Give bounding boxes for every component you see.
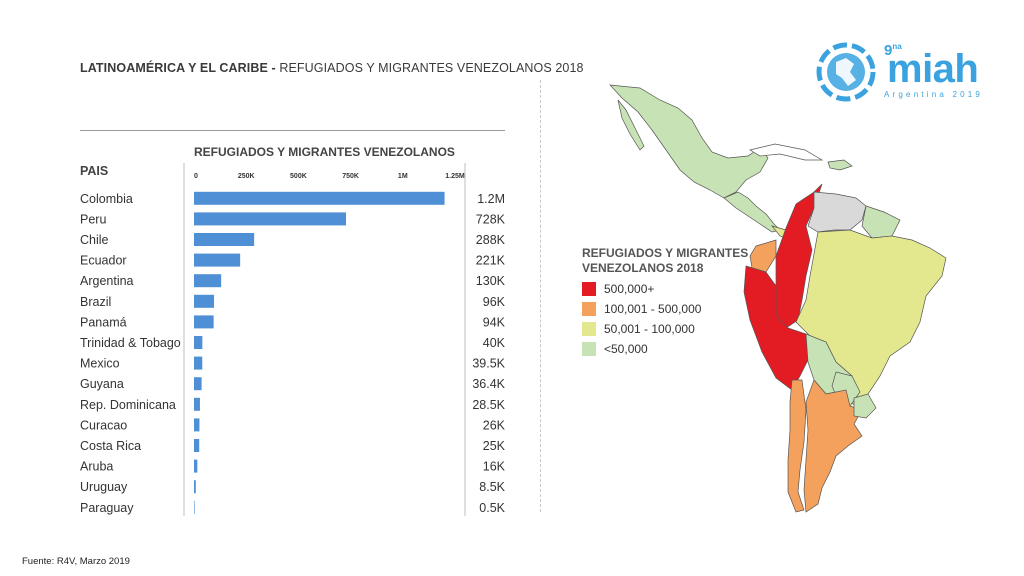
value-label: 40K <box>483 336 506 350</box>
map-hispaniola <box>827 159 853 171</box>
bar <box>194 439 200 452</box>
bar <box>194 397 200 411</box>
map-guyanas <box>861 205 901 239</box>
value-label: 16K <box>483 460 506 474</box>
category-label: Uruguay <box>80 480 128 494</box>
source-note: Fuente: R4V, Marzo 2019 <box>22 556 130 567</box>
category-label: Costa Rica <box>80 439 141 453</box>
legend-title-line2: VENEZOLANOS 2018 <box>582 261 704 275</box>
bar <box>194 336 203 349</box>
logo-edition-suffix: na <box>892 42 902 51</box>
bar <box>194 480 196 494</box>
map-peru <box>743 265 811 391</box>
map-uruguay <box>853 393 877 419</box>
map-brazil <box>795 229 947 407</box>
legend-swatch <box>582 282 596 296</box>
map-venezuela <box>807 191 867 233</box>
legend-item: 500,000+ <box>582 282 752 296</box>
value-label: 0.5K <box>479 501 505 515</box>
x-tick-label: 0 <box>194 173 198 180</box>
bar <box>194 294 215 308</box>
bar <box>194 191 445 205</box>
category-label: Peru <box>80 212 106 226</box>
category-label: Panamá <box>80 315 127 329</box>
legend-swatch <box>582 322 596 336</box>
bar-chart: REFUGIADOS Y MIGRANTES VENEZOLANOS PAIS 0 2… <box>80 145 506 516</box>
value-label: 39.5K <box>472 357 505 371</box>
x-tick-label: 1M <box>398 173 408 180</box>
chart-title: REFUGIADOS Y MIGRANTES VENEZOLANOS <box>194 145 455 159</box>
category-label: Trinidad & Tobago <box>80 336 181 350</box>
map-chile <box>787 379 807 513</box>
map-baja <box>617 99 645 151</box>
value-label: 26K <box>483 418 506 432</box>
page-title-rest: REFUGIADOS Y MIGRANTES VENEZOLANOS 2018 <box>275 61 584 75</box>
map-ecuador <box>749 239 777 273</box>
legend-swatch <box>582 302 596 316</box>
map-central-america <box>723 191 781 233</box>
category-label: Argentina <box>80 274 134 288</box>
x-tick-label: 750K <box>342 173 359 180</box>
globe-logo-icon <box>816 42 876 102</box>
category-label: Rep. Dominicana <box>80 398 176 412</box>
x-tick-label: 250K <box>238 173 255 180</box>
category-label: Mexico <box>80 357 120 371</box>
bar <box>194 500 195 514</box>
value-label: 130K <box>476 274 506 288</box>
vertical-divider <box>540 80 541 512</box>
value-label: 96K <box>483 295 506 309</box>
category-label: Aruba <box>80 460 113 474</box>
value-label: 8.5K <box>479 480 505 494</box>
bar <box>194 274 222 288</box>
x-tick-label: 1.25M <box>445 173 465 180</box>
map-mexico <box>609 84 769 199</box>
latin-america-map <box>609 84 947 513</box>
bar <box>194 418 200 432</box>
legend-swatch <box>582 342 596 356</box>
x-tick-label: 500K <box>290 173 307 180</box>
value-label: 221K <box>476 254 506 268</box>
legend-label: 100,001 - 500,000 <box>604 302 702 316</box>
value-label: 25K <box>483 439 506 453</box>
value-label: 288K <box>476 233 506 247</box>
page-title-bold: LATINOAMÉRICA Y EL CARIBE - <box>80 61 276 75</box>
legend-title-line1: REFUGIADOS Y MIGRANTES <box>582 246 749 260</box>
legend-label: 500,000+ <box>604 282 655 296</box>
legend-item: 100,001 - 500,000 <box>582 302 752 316</box>
value-label: 36.4K <box>472 377 505 391</box>
bar <box>194 377 202 391</box>
legend-label: 50,001 - 100,000 <box>604 322 695 336</box>
category-label: Colombia <box>80 192 133 206</box>
category-label: Brazil <box>80 295 111 309</box>
logo-edition: 9na <box>884 42 902 59</box>
map-argentina <box>803 379 863 513</box>
logo-subtitle: Argentina 2019 <box>884 90 984 99</box>
page-title: LATINOAMÉRICA Y EL CARIBE - REFUGIADOS Y… <box>80 61 584 75</box>
value-label: 28.5K <box>472 398 505 412</box>
bar <box>194 253 241 267</box>
value-label: 728K <box>476 212 506 226</box>
map-cuba <box>749 143 824 161</box>
value-label: 1.2M <box>477 192 505 206</box>
legend-label: <50,000 <box>604 342 648 356</box>
legend-item: <50,000 <box>582 342 752 356</box>
category-label: Paraguay <box>80 501 134 515</box>
category-header: PAIS <box>80 164 108 178</box>
category-label: Ecuador <box>80 254 127 268</box>
legend-item: 50,001 - 100,000 <box>582 322 752 336</box>
category-label: Curacao <box>80 418 127 432</box>
bar <box>194 212 347 226</box>
category-label: Chile <box>80 233 109 247</box>
bar <box>194 315 214 329</box>
bar <box>194 459 198 473</box>
logo-word: miah <box>887 47 979 91</box>
title-divider <box>80 130 505 131</box>
bar <box>194 233 255 246</box>
map-legend: REFUGIADOS Y MIGRANTES VENEZOLANOS 2018 … <box>582 246 752 356</box>
bar <box>194 356 203 370</box>
event-logo: 9na miah Argentina 2019 <box>812 40 982 102</box>
legend-title: REFUGIADOS Y MIGRANTES VENEZOLANOS 2018 <box>582 246 752 276</box>
category-label: Guyana <box>80 377 124 391</box>
value-label: 94K <box>483 315 506 329</box>
